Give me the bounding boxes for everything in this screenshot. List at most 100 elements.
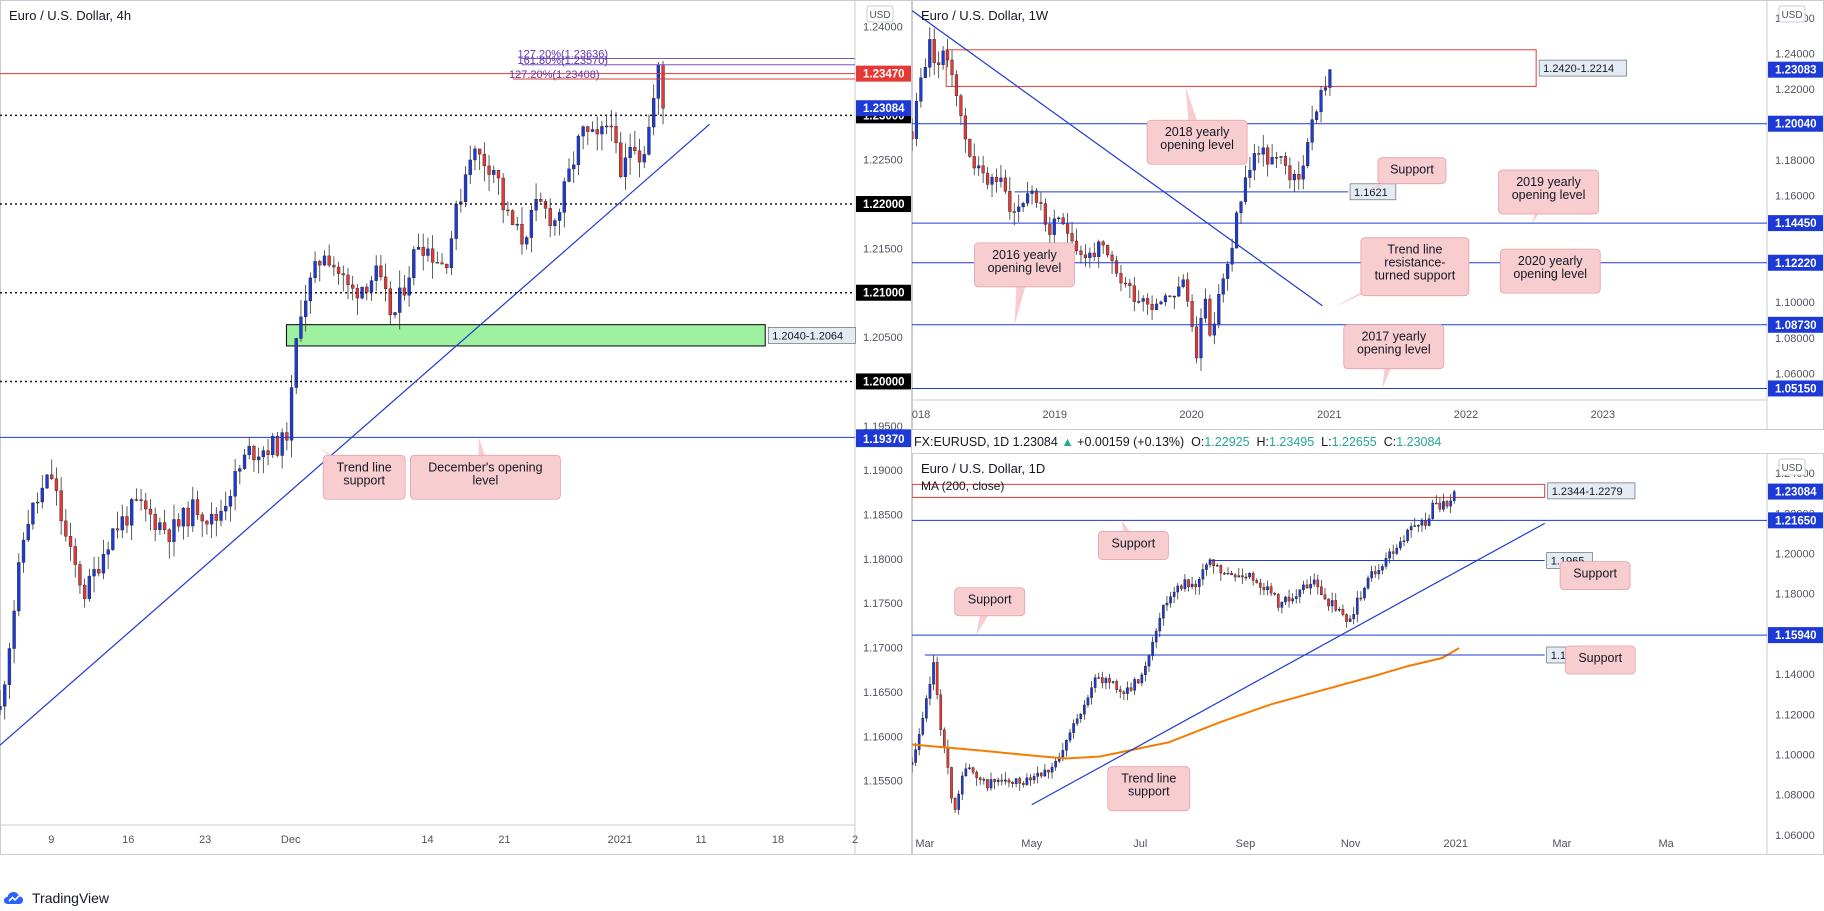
chart-panel-4h[interactable]: 1.2040-1.2064 127.20%(1.23636)161.80%(1.2… [0, 0, 912, 855]
candle-down [73, 546, 77, 565]
candle-down [1359, 597, 1363, 600]
candle-down [943, 729, 946, 748]
candle-up [1104, 678, 1108, 684]
candle-up [45, 474, 49, 489]
candle-down [1305, 584, 1309, 589]
candle-up [1097, 677, 1101, 679]
candle-down [1323, 594, 1327, 600]
candle-down [365, 286, 369, 293]
candle-up [1032, 776, 1036, 781]
candle-up [1086, 697, 1090, 706]
callout-text: Trend line [337, 460, 392, 474]
header-symbol: FX:EURUSD, 1D [914, 435, 1010, 449]
callout-box [1360, 237, 1470, 297]
trend-line [0, 123, 711, 746]
candle-up [557, 212, 562, 221]
candle-up [130, 499, 134, 526]
price-axis-badge-text: 1.21650 [1775, 515, 1817, 527]
candle-up [1279, 156, 1283, 158]
candle-up [1172, 591, 1176, 597]
candle-down [134, 499, 139, 501]
candle-down [144, 500, 148, 510]
candle-up [12, 610, 16, 649]
header-high: 1.23495 [1269, 435, 1315, 449]
zone-rect [285, 324, 766, 347]
price-tick-label: 1.18000 [1775, 155, 1815, 167]
candle-up [525, 237, 529, 245]
candle-up [1292, 173, 1296, 181]
candle-down [1327, 598, 1330, 607]
fib-label: 127.20%(1.23636) [518, 49, 609, 61]
candle-up [1312, 579, 1316, 585]
candle-down [1101, 677, 1104, 684]
candle-down [1194, 326, 1199, 359]
candle-down [1186, 279, 1190, 302]
time-tick-label: Mar [915, 838, 934, 850]
time-tick-label: 2023 [1591, 409, 1615, 421]
candle-down [125, 516, 129, 526]
callout-text: Support [968, 593, 1012, 607]
callout-text: level [473, 473, 499, 487]
candle-down [1150, 303, 1154, 310]
candle-down [1283, 156, 1288, 166]
candle-down [978, 777, 982, 780]
price-tick-label: 1.06000 [1775, 368, 1815, 380]
candle-up [1384, 557, 1388, 567]
fib-label: 161.80%(1.23570) [518, 55, 609, 67]
price-tick-label: 1.10000 [1775, 297, 1815, 309]
header-close: 1.23084 [1396, 435, 1442, 449]
price-axis-badge [856, 284, 911, 301]
candle-up [271, 436, 275, 455]
currency-badge [1778, 458, 1806, 476]
trend-line [1031, 522, 1545, 806]
price-axis-badge-text: 1.20000 [863, 376, 905, 388]
tradingview-brand[interactable]: TradingView [4, 888, 109, 908]
candle-down [586, 126, 590, 132]
candle-up [957, 793, 960, 810]
candle-down [205, 520, 209, 525]
candle-up [228, 496, 233, 507]
candle-up [1162, 604, 1165, 619]
candle-up [999, 177, 1003, 182]
candle-up [1417, 525, 1420, 527]
candle-up [1280, 601, 1284, 608]
candle-down [986, 172, 990, 185]
candle-down [959, 95, 963, 116]
candle-down [1297, 173, 1301, 180]
candle-down [115, 528, 120, 531]
candle-up [1147, 655, 1151, 667]
candle-up [369, 280, 374, 293]
candle-up [26, 524, 30, 541]
candle-up [1298, 589, 1302, 597]
candle-up [1043, 769, 1047, 777]
candle-up [299, 316, 303, 339]
candle-up [426, 248, 430, 256]
chart-panel-1d[interactable]: 1.19651.14951.2344-1.2279SupportSupportS… [912, 453, 1824, 855]
time-tick-label: 14 [421, 834, 433, 846]
callout-box [954, 587, 1026, 617]
candle-up [567, 168, 571, 182]
candle-down [402, 287, 407, 296]
candle-up [1176, 585, 1180, 593]
candle-up [1406, 529, 1409, 542]
candle-up [1294, 596, 1298, 599]
price-axis-badge [856, 65, 911, 82]
price-axis-badge [856, 196, 911, 213]
price-axis-badge [856, 431, 911, 448]
callout-text: opening level [1513, 267, 1587, 281]
callout-text: Trend line [1387, 243, 1442, 257]
candle-up [1061, 750, 1065, 758]
candle-up [308, 277, 313, 302]
candle-down [1373, 571, 1377, 575]
candle-up [604, 125, 609, 128]
candle-up [1291, 598, 1294, 602]
candle-up [219, 510, 223, 521]
callout-text: Trend line [1121, 772, 1176, 786]
candle-up [941, 50, 945, 65]
price-tick-label: 1.18500 [863, 510, 903, 522]
time-tick-label: 2021 [1317, 409, 1341, 421]
callout-box [1107, 766, 1191, 812]
candle-down [1128, 283, 1132, 286]
candle-down [1119, 273, 1123, 284]
